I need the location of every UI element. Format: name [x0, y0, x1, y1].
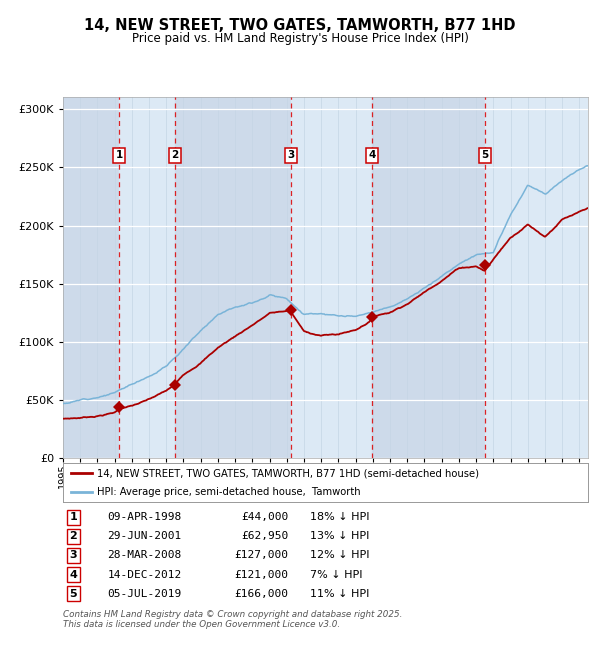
Text: 05-JUL-2019: 05-JUL-2019: [107, 589, 182, 599]
Text: 3: 3: [70, 551, 77, 560]
Text: £127,000: £127,000: [235, 551, 289, 560]
Text: 14, NEW STREET, TWO GATES, TAMWORTH, B77 1HD: 14, NEW STREET, TWO GATES, TAMWORTH, B77…: [84, 18, 516, 33]
Text: 14-DEC-2012: 14-DEC-2012: [107, 569, 182, 580]
Text: £44,000: £44,000: [241, 512, 289, 522]
Text: 1: 1: [70, 512, 77, 522]
Text: 3: 3: [287, 150, 295, 160]
Text: 4: 4: [368, 150, 376, 160]
Text: £62,950: £62,950: [241, 531, 289, 541]
Text: 13% ↓ HPI: 13% ↓ HPI: [310, 531, 369, 541]
Text: Contains HM Land Registry data © Crown copyright and database right 2025.
This d: Contains HM Land Registry data © Crown c…: [63, 610, 403, 629]
Bar: [63, 98, 119, 458]
Bar: [119, 98, 175, 458]
Text: 09-APR-1998: 09-APR-1998: [107, 512, 182, 522]
Text: Price paid vs. HM Land Registry's House Price Index (HPI): Price paid vs. HM Land Registry's House …: [131, 32, 469, 45]
Bar: [485, 98, 588, 458]
Bar: [175, 98, 291, 458]
Bar: [291, 98, 372, 458]
Text: £166,000: £166,000: [235, 589, 289, 599]
Text: £121,000: £121,000: [235, 569, 289, 580]
Text: 2: 2: [171, 150, 178, 160]
Text: 5: 5: [481, 150, 488, 160]
Text: 5: 5: [70, 589, 77, 599]
Text: 18% ↓ HPI: 18% ↓ HPI: [310, 512, 369, 522]
Text: 28-MAR-2008: 28-MAR-2008: [107, 551, 182, 560]
Text: HPI: Average price, semi-detached house,  Tamworth: HPI: Average price, semi-detached house,…: [97, 488, 361, 497]
Text: 11% ↓ HPI: 11% ↓ HPI: [310, 589, 369, 599]
Bar: [372, 98, 485, 458]
Text: 1: 1: [116, 150, 123, 160]
Text: 2: 2: [70, 531, 77, 541]
Text: 4: 4: [70, 569, 77, 580]
Text: 7% ↓ HPI: 7% ↓ HPI: [310, 569, 362, 580]
Text: 14, NEW STREET, TWO GATES, TAMWORTH, B77 1HD (semi-detached house): 14, NEW STREET, TWO GATES, TAMWORTH, B77…: [97, 469, 479, 478]
Text: 12% ↓ HPI: 12% ↓ HPI: [310, 551, 369, 560]
Text: 29-JUN-2001: 29-JUN-2001: [107, 531, 182, 541]
